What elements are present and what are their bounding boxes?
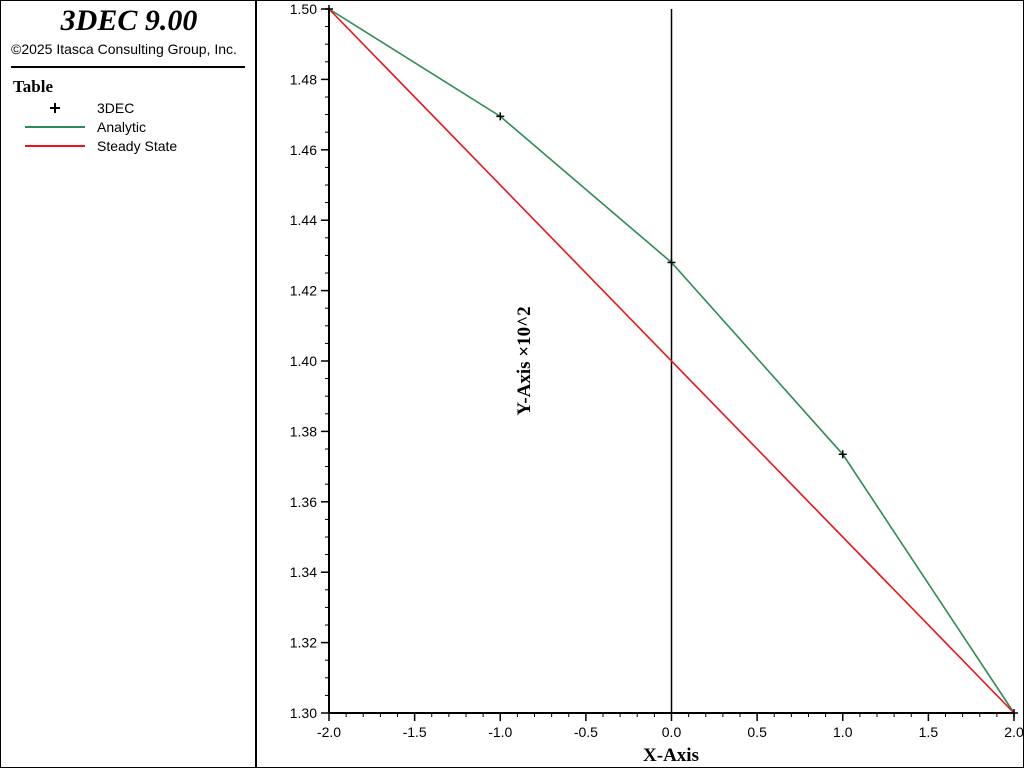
data-point-3dec [325, 5, 333, 13]
y-tick-label: 1.32 [290, 635, 317, 651]
legend-label: Analytic [97, 119, 147, 135]
green-line-icon [25, 126, 85, 128]
y-tick-label: 1.42 [290, 283, 317, 299]
y-tick-label: 1.30 [290, 705, 317, 721]
legend-item-3dec: 3DEC [21, 99, 251, 117]
app-title: 3DEC 9.00 [60, 4, 198, 37]
x-tick-label: -2.0 [317, 724, 341, 740]
legend-title: Table [13, 77, 54, 96]
legend-label: Steady State [97, 138, 178, 154]
y-axis-label: Y-Axis ×10^2 [514, 306, 535, 415]
copyright-text: ©2025 Itasca Consulting Group, Inc. [11, 41, 237, 57]
data-point-3dec [496, 112, 505, 121]
y-tick-label: 1.40 [290, 353, 317, 369]
y-tick-label: 1.44 [290, 212, 317, 228]
y-tick-label: 1.46 [290, 142, 317, 158]
x-tick-label: -1.5 [403, 724, 427, 740]
y-tick-label: 1.48 [290, 71, 317, 87]
x-tick-label: 1.5 [919, 724, 939, 740]
legend-label: 3DEC [97, 100, 135, 116]
series-line-steady-state [328, 8, 1015, 714]
x-tick-label: 1.0 [833, 724, 853, 740]
chart-plot: Y-Axis ×10^2 X-Axis 1.30 1.32 1.34 1.36 1.38… [290, 1, 1023, 766]
y-tick-label: 1.36 [290, 494, 317, 510]
x-tick-label: -0.5 [574, 724, 598, 740]
y-tick-label: 1.38 [290, 423, 317, 439]
red-line-icon [25, 145, 85, 147]
legend-panel: 3DEC 9.00 ©2025 Itasca Consulting Group,… [1, 1, 257, 767]
x-tick-label: 0.5 [747, 724, 767, 740]
x-tick-label: 2.0 [1004, 724, 1023, 740]
plus-marker-icon [50, 103, 60, 113]
legend-item-analytic: Analytic [21, 118, 251, 136]
legend-item-steady-state: Steady State [21, 137, 251, 155]
divider [11, 66, 245, 68]
x-axis-label: X-Axis [643, 745, 699, 766]
data-point-3dec [1010, 709, 1018, 717]
x-tick-label: 0.0 [662, 724, 682, 740]
y-tick-label: 1.34 [290, 564, 317, 580]
data-point-3dec [667, 258, 676, 267]
y-tick-label: 1.50 [290, 1, 317, 17]
data-point-3dec [838, 450, 847, 459]
x-tick-label: -1.0 [488, 724, 512, 740]
